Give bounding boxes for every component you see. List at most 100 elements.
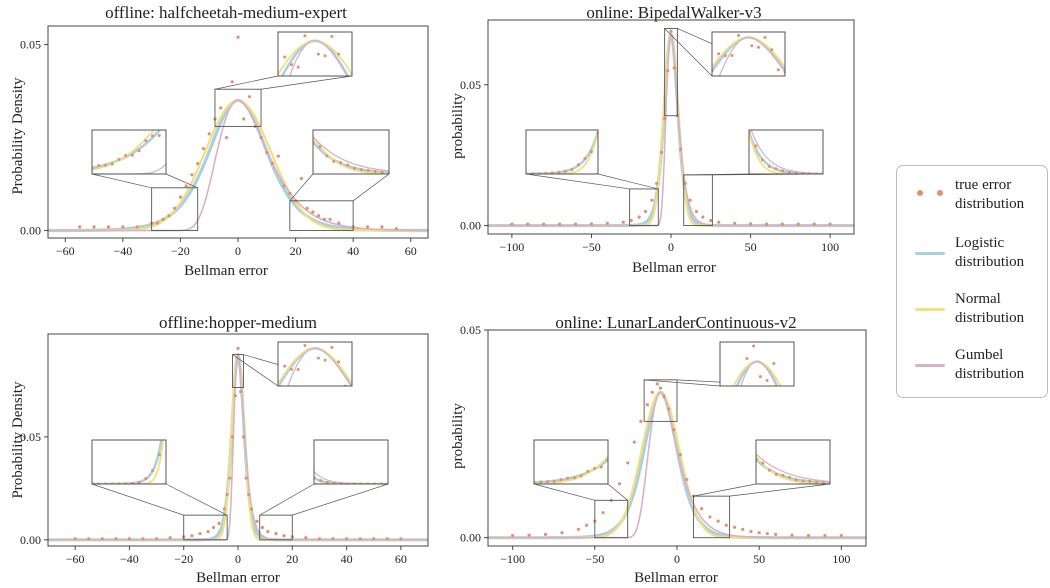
zoom-inset — [278, 34, 352, 76]
true-error-inset-point — [124, 153, 128, 157]
true-error-point — [168, 536, 172, 540]
x-tick-label: 0 — [668, 240, 674, 254]
zoom-connector — [693, 483, 757, 497]
y-axis-label: probability — [450, 93, 466, 159]
true-error-point — [337, 221, 341, 225]
true-error-point — [242, 117, 246, 121]
true-error-point — [247, 492, 251, 497]
true-error-point — [92, 225, 96, 229]
true-error-inset-point — [774, 472, 778, 476]
true-error-inset-point — [165, 122, 168, 125]
true-error-inset-point — [579, 474, 583, 478]
legend-item-logistic: Logistic distribution — [897, 228, 1047, 278]
true-error-point — [708, 515, 712, 519]
true-error-point — [225, 492, 229, 497]
true-error-point — [259, 135, 263, 140]
zoom-source-box — [664, 27, 678, 117]
true-error-inset-point — [761, 461, 765, 465]
true-error-point — [839, 534, 843, 538]
true-error-inset-point — [779, 386, 782, 389]
true-error-point — [299, 176, 303, 181]
true-error-inset-point — [786, 424, 789, 427]
true-error-inset-point — [346, 163, 350, 167]
gumbel-inset-curve — [740, 360, 777, 386]
true-error-inset-point — [572, 476, 576, 480]
true-error-point — [709, 218, 713, 223]
true-error-point — [266, 529, 270, 534]
true-error-point — [100, 537, 104, 541]
true-error-point — [724, 523, 728, 527]
x-tick-label: −100 — [499, 240, 524, 254]
zoom-connector — [683, 173, 750, 176]
true-error-point — [823, 534, 827, 538]
true-error-point — [749, 529, 753, 534]
zoom-inset-frame — [277, 341, 353, 387]
zoom-source-box — [629, 188, 659, 227]
true-error-point — [207, 132, 211, 136]
true-error-inset-point — [730, 54, 734, 58]
true-error-point — [511, 534, 515, 538]
y-tick-label: 0.00 — [20, 224, 41, 238]
x-tick-label: 0 — [235, 244, 241, 258]
true-error-inset-point — [559, 478, 563, 482]
zoom-connector — [664, 28, 713, 77]
zoom-source-box — [594, 499, 629, 539]
true-error-inset-point — [296, 65, 300, 69]
x-axis-label: Bellman error — [184, 263, 268, 279]
true-error-point — [662, 394, 666, 399]
x-axis-label: Bellman error — [632, 260, 716, 276]
true-error-point — [322, 217, 326, 221]
true-error-point — [190, 534, 194, 538]
true-error-inset-point — [283, 364, 287, 368]
true-error-point — [645, 403, 650, 407]
true-error-inset-point — [323, 358, 327, 362]
legend-item-true-error: true error distribution — [897, 170, 1047, 220]
y-tick-label: 0.05 — [20, 430, 41, 444]
true-error-point — [198, 532, 202, 536]
zoom-inset-frame — [711, 31, 786, 77]
true-error-inset-point — [725, 395, 728, 398]
true-error-marker-icon — [915, 190, 947, 200]
x-axis-label: Bellman error — [634, 570, 718, 586]
true-error-inset-point — [745, 357, 749, 361]
zoom-inset-frame — [719, 341, 795, 387]
true-error-point — [385, 537, 389, 541]
normal-inset-curve — [92, 440, 165, 484]
y-tick-label: 0.00 — [20, 533, 41, 547]
true-error-point — [637, 215, 641, 219]
chart-panel-hopper: offline:hopper-medium Bellman error Prob… — [10, 313, 429, 586]
chart-title: offline:hopper-medium — [159, 313, 317, 332]
true-error-point — [249, 507, 254, 511]
normal-inset-curve — [313, 136, 389, 174]
true-error-inset-point — [144, 139, 148, 143]
true-error-inset-point — [157, 134, 161, 138]
x-tick-label: 60 — [395, 552, 407, 566]
true-error-inset-point — [752, 344, 756, 348]
true-error-point — [796, 222, 800, 226]
true-error-inset-point — [754, 144, 758, 148]
x-tick-label: −40 — [120, 552, 139, 566]
true-error-point — [230, 80, 234, 84]
true-error-point — [217, 521, 221, 525]
logistic-line-icon — [915, 252, 945, 255]
zoom-inset-frame — [277, 31, 353, 77]
true-error-inset-point — [550, 171, 554, 174]
true-error-point — [274, 532, 278, 536]
x-tick-label: 100 — [832, 552, 850, 566]
true-error-inset-point — [289, 367, 293, 371]
true-error-inset-point — [351, 387, 354, 390]
y-tick-label: 0.05 — [460, 78, 481, 92]
true-error-point — [733, 221, 737, 225]
gumbel-inset-curve — [756, 453, 830, 483]
true-error-point — [141, 537, 145, 541]
zoom-connector — [607, 483, 628, 501]
true-error-inset-point — [793, 429, 796, 432]
true-error-point — [331, 537, 335, 541]
true-error-point — [305, 206, 309, 210]
true-error-point — [573, 222, 578, 226]
true-error-inset-point — [744, 27, 747, 30]
true-error-inset-point — [97, 164, 101, 168]
zoom-source-box — [232, 354, 244, 388]
gumbel-inset-curve — [289, 40, 348, 76]
true-error-point — [774, 532, 778, 536]
